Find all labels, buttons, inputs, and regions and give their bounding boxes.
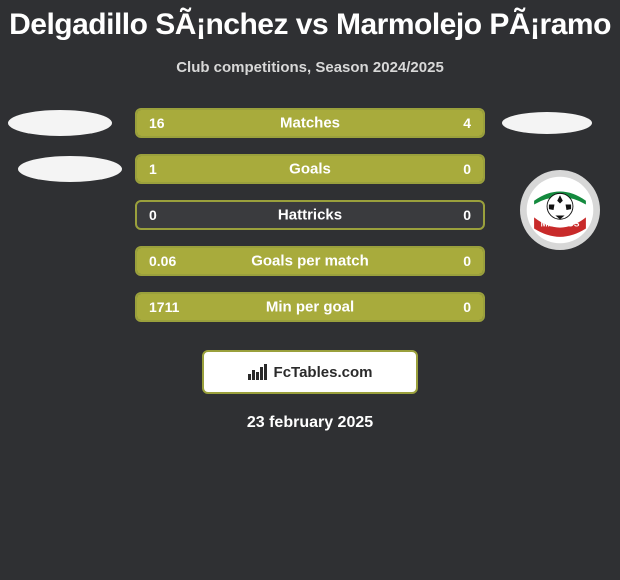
comparison-card: Delgadillo SÃ¡nchez vs Marmolejo PÃ¡ramo… bbox=[0, 0, 620, 580]
stat-right-value: 0 bbox=[463, 294, 483, 320]
player-right-placeholder bbox=[502, 112, 592, 134]
stat-bar: 10Goals bbox=[135, 154, 485, 184]
fctables-label: FcTables.com bbox=[274, 364, 373, 381]
stat-row: 164Matches bbox=[0, 108, 620, 138]
fctables-badge[interactable]: FcTables.com bbox=[202, 350, 418, 394]
player-left-placeholder bbox=[8, 110, 112, 136]
stat-bar: 164Matches bbox=[135, 108, 485, 138]
stat-rows: 164Matches10Goals00HattricksMINEROS0.060… bbox=[0, 108, 620, 322]
date-text: 23 february 2025 bbox=[247, 414, 373, 432]
stat-label: Hattricks bbox=[278, 207, 342, 224]
club-logo-mineros: MINEROS bbox=[520, 170, 600, 250]
stat-left-value: 16 bbox=[137, 110, 414, 136]
stat-right-value: 4 bbox=[414, 110, 483, 136]
stat-right-value: 0 bbox=[463, 156, 483, 182]
stat-right-value: 0 bbox=[463, 248, 483, 274]
page-subtitle: Club competitions, Season 2024/2025 bbox=[176, 59, 444, 76]
stat-left-value: 0.06 bbox=[137, 248, 483, 274]
player-left-placeholder bbox=[18, 156, 122, 182]
page-title: Delgadillo SÃ¡nchez vs Marmolejo PÃ¡ramo bbox=[9, 8, 611, 41]
stat-bar: 0.060Goals per match bbox=[135, 246, 485, 276]
stat-right-value: 0 bbox=[463, 202, 483, 228]
stat-left-value: 1711 bbox=[137, 294, 483, 320]
stat-row: 10Goals bbox=[0, 154, 620, 184]
stat-left-value: 0 bbox=[137, 202, 157, 228]
barchart-icon bbox=[248, 364, 268, 380]
stat-row: 0.060Goals per match bbox=[0, 246, 620, 276]
svg-text:MINEROS: MINEROS bbox=[541, 219, 580, 229]
stat-row: 17110Min per goal bbox=[0, 292, 620, 322]
stat-bar: 0 0 Hattricks bbox=[135, 200, 485, 230]
stat-bar: 17110Min per goal bbox=[135, 292, 485, 322]
stat-row: 0 0 Hattricks MINEROS bbox=[0, 200, 620, 230]
stat-left-value: 1 bbox=[137, 156, 483, 182]
